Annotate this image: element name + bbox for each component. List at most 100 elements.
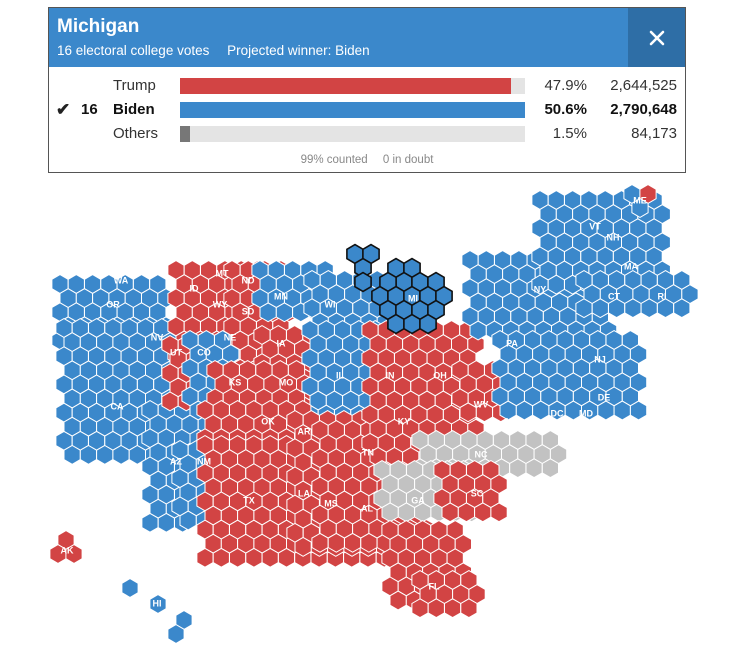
hex-cell [525,458,543,479]
state-label: AZ [170,456,182,466]
hex-cell [229,547,247,568]
state-label: NC [475,449,488,459]
state-label: WA [114,275,129,285]
hex-cell [414,502,432,523]
doubt-text: 0 in doubt [382,154,434,166]
hex-cell [277,547,296,568]
state-label: PA [506,338,518,348]
state-label: AL [361,503,373,513]
close-button[interactable] [628,8,685,67]
state-label: WI [325,299,336,309]
hex-cell [389,590,407,611]
state-label: VA [506,416,518,426]
state-label: MO [279,377,294,387]
state-label: RI [658,291,667,301]
state-label: ME [633,195,647,205]
hex-cell [474,502,492,523]
vote-percent: 1.5% [552,125,587,142]
projected-winner-text: Projected winner: Biden [227,43,370,58]
hex-cell [65,544,83,564]
hex-cell [490,502,508,523]
hex-cell [354,271,372,293]
hex-cell [63,444,81,465]
result-row-biden: ✔ 16 Biden 50.6% 2,790,648 [49,98,685,122]
hex-cell [427,598,445,619]
state-label: WY [213,299,228,309]
state-label: OH [433,370,447,380]
hex-cell [149,594,167,614]
vote-bar-fill [180,126,191,142]
hex-cell [509,458,527,479]
state-label: DE [598,392,611,402]
hex-cell [212,547,230,568]
state-label: AK [61,545,74,555]
state-label: KS [229,377,242,387]
hex-cell [541,458,559,479]
vote-count: 2,790,648 [610,101,677,118]
panel-header: Michigan 16 electoral college votes Proj… [49,8,685,67]
state-label: MD [579,408,593,418]
vote-bar [180,102,525,118]
state-label: DC [551,408,564,418]
state-label: MT [216,268,229,278]
hex-cell [294,536,312,557]
hex-cell [157,512,175,533]
vote-bar [180,126,525,142]
state-label: IN [386,370,395,380]
state-label: TX [243,495,255,505]
hex-cell [327,532,345,553]
hex-cell [112,444,130,465]
hex-cell [79,444,98,465]
counted-text: 99% counted [300,154,368,166]
hex-cell [469,320,487,341]
state-label: MN [274,291,288,301]
hex-cell [608,298,626,319]
result-row-others: Others 1.5% 84,173 [49,122,685,146]
hex-cell [161,391,179,412]
electoral-votes-text: 16 electoral college votes [57,43,210,58]
hex-cell [631,198,649,218]
state-label: MA [624,261,638,271]
result-panel: Michigan 16 electoral college votes Proj… [48,7,686,173]
hex-cell [141,512,159,533]
hex-cell [261,547,279,568]
state-label: NV [151,332,164,342]
vote-percent: 47.9% [544,77,587,94]
hex-cell [96,444,114,465]
hex-cell [640,298,658,319]
state-label: CT [608,291,620,301]
state-label: AR [298,426,311,436]
state-label: OK [261,416,275,426]
hex-cell [597,400,615,421]
electoral-votes-won: 16 [81,101,98,118]
candidate-name: Others [113,125,159,142]
hex-cell [259,302,277,323]
state-label: KY [398,416,411,426]
result-row-trump: Trump 47.9% 2,644,525 [49,74,685,98]
hex-cell [460,598,478,619]
hex-cell [403,313,421,335]
state-label: FL [429,581,440,591]
vote-count: 84,173 [631,125,677,142]
state-label: SD [242,306,255,316]
state-label: IL [336,370,345,380]
state-label: GA [411,495,425,505]
hex-cell [179,510,197,531]
hex-cell [245,547,263,568]
hex-cell [419,313,437,335]
state-label: VT [589,221,601,231]
vote-count: 2,644,525 [610,77,677,94]
hex-cell [591,298,609,319]
vote-bar-fill [180,102,525,118]
hex-cell [397,502,416,523]
close-icon [649,30,664,45]
hex-cell [656,298,675,319]
state-label: CA [111,401,124,411]
state-subtitle: 16 electoral college votes Projected win… [57,43,384,58]
vote-percent: 50.6% [544,101,587,118]
hex-cell [344,532,362,553]
state-label: TN [362,447,374,457]
hex-cell [311,532,329,553]
hex-cell [381,502,399,523]
